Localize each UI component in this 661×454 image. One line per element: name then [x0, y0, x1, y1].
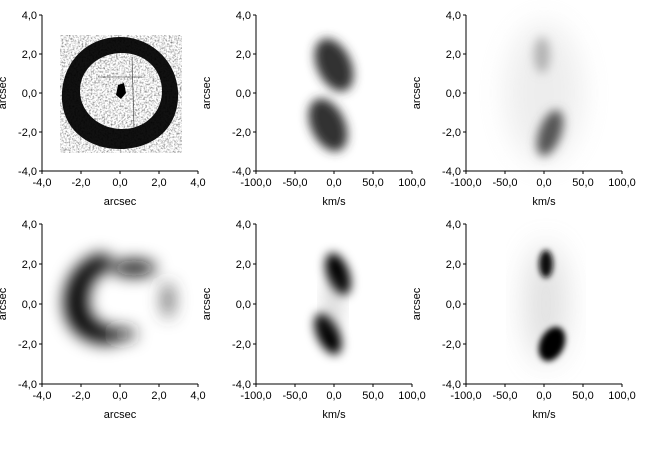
panel-2-axes: -100,0 -50,0 0,0 50,0 100,0 -4,0 -2,0 0,0 2,0 4,0… [201, 10, 426, 208]
panel-4-y-tick-label: -4,0 [18, 379, 37, 391]
panel-4-x-tick-label: 2,0 [151, 390, 166, 402]
panel-1-y-tick-label: 0,0 [22, 88, 37, 100]
panel-6-x-tick-label: -50,0 [492, 390, 517, 402]
panel-2-image [308, 38, 354, 152]
panel-3-image [506, 23, 582, 163]
panel-1-y-tick-label: 2,0 [22, 49, 37, 61]
panel-4-image [64, 253, 175, 344]
panel-2-x-tick-label: 0,0 [326, 177, 341, 189]
panel-3-axes: -100,0 -50,0 0,0 50,0 100,0 -4,0 -2,0 0,0 2,0 4,0… [411, 10, 636, 208]
panel-3-x-tick-label: -100,0 [450, 177, 481, 189]
panel-3-y-tick-label: 2,0 [446, 49, 461, 61]
panel-1-axes: -4,0 -2,0 0,0 2,0 4,0 -4,0 -2,0 0,0 2,0 4,0 arcsec… [0, 10, 206, 208]
panel-6-y-tick-label: -2,0 [442, 339, 461, 351]
panel-6-image [524, 244, 568, 364]
panel-2-y-axis-label: arcsec [201, 76, 213, 109]
panel-1-y-tick-label: -4,0 [18, 166, 37, 178]
panel-5-x-tick-label: -50,0 [282, 390, 307, 402]
panel-6-x-tick-label: 100,0 [608, 390, 636, 402]
panel-6-x-axis-label: km/s [532, 409, 556, 421]
panel-5-y-tick-label: -2,0 [232, 339, 251, 351]
panel-2-x-tick-label: 100,0 [398, 177, 426, 189]
panel-6-y-tick-label: 4,0 [446, 219, 461, 231]
panel-3-x-tick-label: -50,0 [492, 177, 517, 189]
panel-3-y-tick-label: -2,0 [442, 127, 461, 139]
panel-2-y-tick-label: 2,0 [236, 49, 251, 61]
panel-4-x-tick-label: 4,0 [190, 390, 205, 402]
panel-1-y-axis-label: arcsec [0, 76, 9, 109]
panel-1-core [116, 83, 126, 99]
panel-1-x-tick-label: -4,0 [33, 177, 52, 189]
panel-4-y-axis-label: arcsec [0, 287, 9, 320]
panel-5-x-tick-label: 100,0 [398, 390, 426, 402]
panel-4-y-tick-label: 2,0 [22, 259, 37, 271]
panel-4-y-tick-label: 0,0 [22, 299, 37, 311]
panel-2-x-tick-label: 50,0 [362, 177, 383, 189]
panel-6-y-tick-label: 0,0 [446, 299, 461, 311]
panel-4-y-tick-label: 4,0 [22, 219, 37, 231]
panel-5-image [314, 252, 351, 355]
panel-5-x-tick-label: 50,0 [362, 390, 383, 402]
panel-5-y-tick-label: 4,0 [236, 219, 251, 231]
panel-3-y-axis-label: arcsec [411, 76, 423, 109]
panel-5-axes: -100,0 -50,0 0,0 50,0 100,0 -4,0 -2,0 0,0 2,0 4,0… [201, 219, 426, 421]
panel-5-x-axis-label: km/s [322, 409, 346, 421]
panel-4-y-tick-label: -2,0 [18, 339, 37, 351]
panel-6-x-tick-label: 0,0 [536, 390, 551, 402]
panel-5-y-tick-label: 0,0 [236, 299, 251, 311]
panel-5-x-tick-label: -100,0 [240, 390, 271, 402]
panel-5-x-tick-label: 0,0 [326, 390, 341, 402]
panel-5-y-tick-label: -4,0 [232, 379, 251, 391]
panel-6-x-tick-label: 50,0 [572, 390, 593, 402]
panel-5-y-tick-label: 2,0 [236, 259, 251, 271]
panel-2-y-tick-label: 0,0 [236, 88, 251, 100]
panel-1-x-tick-label: 0,0 [112, 177, 127, 189]
panel-3-y-tick-label: 4,0 [446, 10, 461, 22]
panel-3-x-axis-label: km/s [532, 196, 556, 208]
panel-1-x-axis-label: arcsec [104, 196, 137, 208]
panel-1-x-tick-label: -2,0 [72, 177, 91, 189]
panel-1-x-tick-label: 2,0 [151, 177, 166, 189]
panel-5-y-axis-label: arcsec [201, 287, 213, 320]
panel-2-x-tick-label: -50,0 [282, 177, 307, 189]
panel-6-y-tick-label: -4,0 [442, 379, 461, 391]
panel-4-x-tick-label: -2,0 [72, 390, 91, 402]
panel-6-y-axis-label: arcsec [411, 287, 423, 320]
panel-1-x-tick-label: 4,0 [190, 177, 205, 189]
panel-3-x-tick-label: 0,0 [536, 177, 551, 189]
panel-6-axes: -100,0 -50,0 0,0 50,0 100,0 -4,0 -2,0 0,0 2,0 4,0… [411, 219, 636, 421]
panel-2-y-tick-label: -4,0 [232, 166, 251, 178]
panel-1-y-tick-label: 4,0 [22, 10, 37, 22]
panel-4-axes: -4,0 -2,0 0,0 2,0 4,0 -4,0 -2,0 0,0 2,0 4,0 arcsec… [0, 219, 206, 421]
panel-2-y-tick-label: -2,0 [232, 127, 251, 139]
panel-4-x-tick-label: 0,0 [112, 390, 127, 402]
panel-2-x-axis-label: km/s [322, 196, 346, 208]
panel-1-y-tick-label: -2,0 [18, 127, 37, 139]
panel-4-x-axis-label: arcsec [104, 409, 137, 421]
panel-6-y-tick-label: 2,0 [446, 259, 461, 271]
axes-layer: -4,0 -2,0 0,0 2,0 4,0 -4,0 -2,0 0,0 2,0 4,0 arcsec… [0, 10, 636, 421]
panel-3-x-tick-label: 100,0 [608, 177, 636, 189]
panel-6-x-tick-label: -100,0 [450, 390, 481, 402]
panel-3-y-tick-label: -4,0 [442, 166, 461, 178]
panel-3-y-tick-label: 0,0 [446, 88, 461, 100]
panel-3-x-tick-label: 50,0 [572, 177, 593, 189]
panel-4-x-tick-label: -4,0 [33, 390, 52, 402]
panel-2-x-tick-label: -100,0 [240, 177, 271, 189]
panel-1-image [60, 35, 182, 153]
panel-2-y-tick-label: 4,0 [236, 10, 251, 22]
